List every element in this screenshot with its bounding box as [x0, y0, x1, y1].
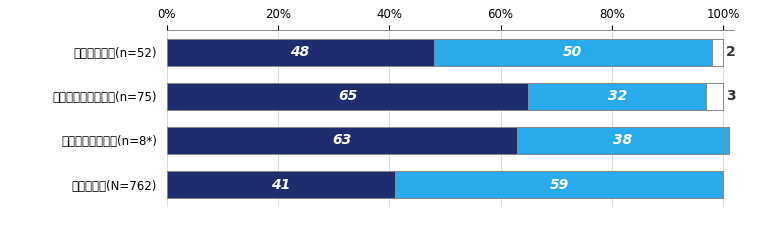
Bar: [434, 39, 712, 66]
Bar: [712, 39, 723, 66]
Bar: [167, 83, 723, 110]
Bar: [167, 83, 528, 110]
Bar: [167, 127, 517, 154]
Bar: [167, 171, 394, 198]
Text: 2: 2: [726, 45, 736, 59]
Bar: [167, 127, 723, 154]
Text: 3: 3: [726, 89, 736, 103]
Text: 48: 48: [291, 45, 310, 59]
Legend: あった, なかった, NA: あった, なかった, NA: [317, 251, 550, 252]
Text: 32: 32: [608, 89, 627, 103]
Text: 38: 38: [613, 134, 633, 147]
Text: 59: 59: [550, 178, 569, 192]
Text: 50: 50: [563, 45, 582, 59]
Bar: [167, 39, 723, 66]
Bar: [167, 171, 723, 198]
Bar: [517, 127, 729, 154]
Bar: [394, 171, 723, 198]
Text: 63: 63: [332, 134, 351, 147]
Bar: [167, 39, 434, 66]
Text: 41: 41: [271, 178, 290, 192]
Bar: [528, 83, 706, 110]
Text: 65: 65: [338, 89, 357, 103]
Bar: [706, 83, 723, 110]
